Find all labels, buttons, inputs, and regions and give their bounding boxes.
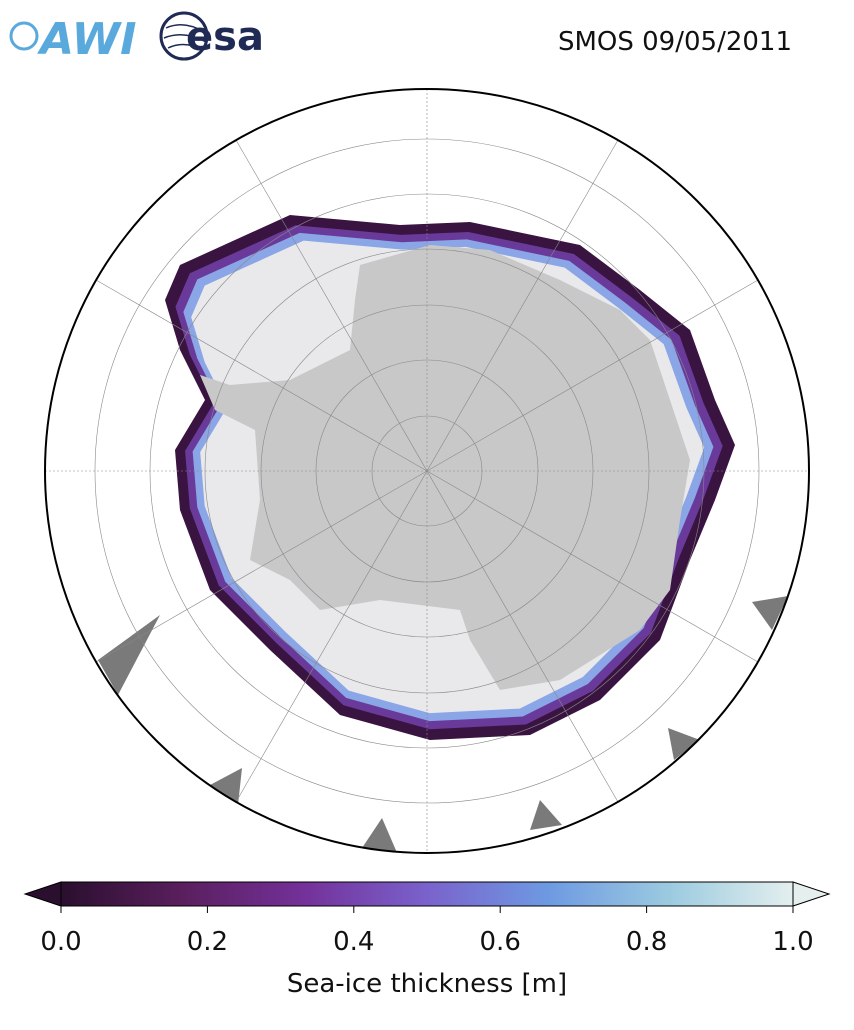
- title: SMOS 09/05/2011: [558, 27, 792, 57]
- graticule: [45, 89, 809, 853]
- colorbar-gradient: [60, 881, 794, 907]
- colorbar-tick-label: 0.2: [187, 927, 228, 957]
- colorbar-tick-label: 0.8: [626, 927, 667, 957]
- colorbar-tick-label: 0.0: [40, 927, 81, 957]
- colorbar: 0.0 0.2 0.4 0.6 0.8 1.0: [23, 881, 831, 957]
- colorbar-extend-low: [23, 881, 62, 907]
- colorbar-tick-label: 1.0: [772, 927, 813, 957]
- awi-logo: AWI: [9, 14, 137, 65]
- antarctica: [200, 245, 690, 690]
- colorbar-tick-label: 0.4: [333, 927, 374, 957]
- logo-text: AWI: [37, 14, 137, 65]
- map-border: [44, 88, 810, 854]
- colorbar-tick-label: 0.6: [480, 927, 521, 957]
- map: [45, 89, 809, 853]
- logo-text: esa: [186, 14, 264, 60]
- colorbar-extend-high: [792, 881, 831, 907]
- colorbar-label: Sea-ice thickness [m]: [287, 969, 567, 999]
- land-patches: [98, 596, 788, 853]
- esa-logo: esa: [159, 11, 264, 61]
